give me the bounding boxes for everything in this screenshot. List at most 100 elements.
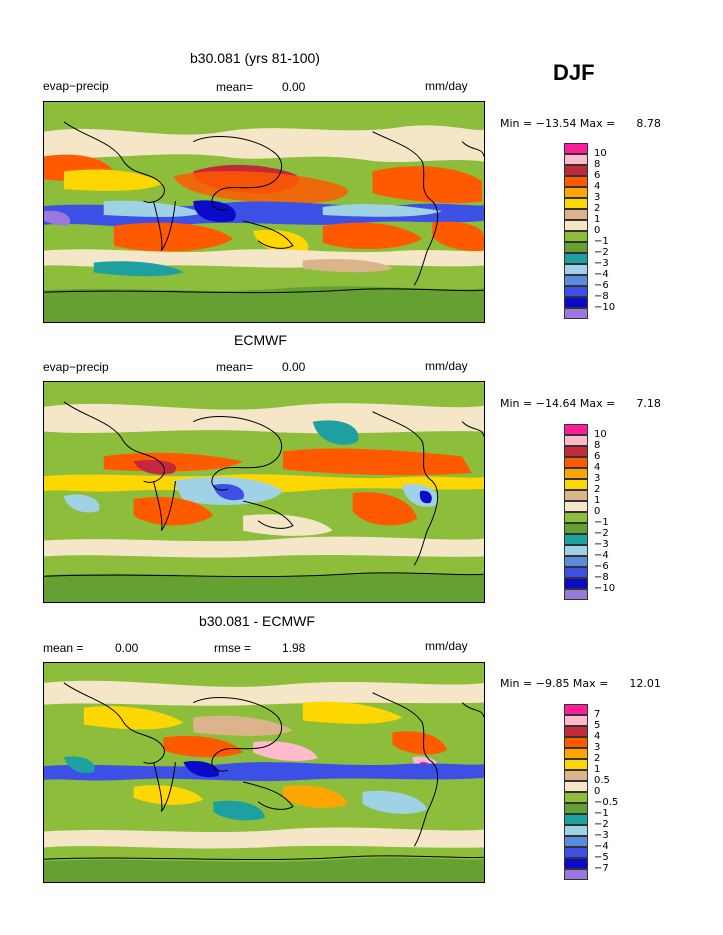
panel-2-max-value: 7.18 [636,397,661,410]
colorbar-tick-label: 5 [594,720,601,731]
colorbar-swatch [564,589,588,600]
colorbar-tick-label: 7 [594,709,601,720]
colorbar-swatch [564,726,588,737]
panel-2-units: mm/day [425,359,468,373]
panel-3-map-plot [44,663,484,882]
season-label: DJF [553,60,595,85]
colorbar-swatch [564,143,588,154]
colorbar-swatch [564,770,588,781]
panel-1-min-text: Min = −13.54 Max = [500,117,616,130]
colorbar-swatch [564,253,588,264]
colorbar-swatch [564,858,588,869]
colorbar-swatch [564,220,588,231]
colorbar-swatch [564,803,588,814]
colorbar-swatch [564,534,588,545]
colorbar-tick-label: 0 [594,506,601,517]
colorbar-tick-label: 8 [594,159,601,170]
panel-1-colorbar: 10 8 6 4 3 2 1 0 −1 −2 −3 −4 −6 −8 −10 [564,143,615,319]
colorbar-swatch [564,556,588,567]
colorbar-swatch [564,242,588,253]
colorbar-tick-label: 3 [594,742,601,753]
colorbar-swatch [564,545,588,556]
colorbar-tick-label: 3 [594,192,601,203]
colorbar-swatch [564,286,588,297]
colorbar-tick-label: 8 [594,440,601,451]
colorbar-swatch [564,187,588,198]
colorbar-tick-label: 0 [594,786,601,797]
colorbar-swatch [564,446,588,457]
panel-3-min-text: Min = −9.85 Max = [500,677,609,690]
colorbar-tick-label: −10 [594,302,616,313]
colorbar-tick-label: 2 [594,484,601,495]
colorbar-tick-label: −4 [594,841,609,852]
colorbar-tick-label: −1 [594,517,609,528]
panel-1-title: b30.081 (yrs 81-100) [190,50,320,66]
colorbar-swatch [564,435,588,446]
colorbar-tick-label: −2 [594,528,609,539]
panel-1-map [43,101,485,323]
colorbar-tick-label: −0.5 [594,797,619,808]
colorbar-swatch [564,308,588,319]
colorbar-swatch [564,264,588,275]
colorbar-swatch [564,297,588,308]
panel-3-units: mm/day [425,639,468,653]
colorbar-swatch [564,468,588,479]
colorbar-swatch [564,781,588,792]
panel-2-colorbar: 10 8 6 4 3 2 1 0 −1 −2 −3 −4 −6 −8 −10 [564,424,615,600]
colorbar-tick-label: 2 [594,753,601,764]
colorbar-swatch [564,165,588,176]
colorbar-tick-label: 6 [594,170,601,181]
colorbar-tick-label: 10 [594,429,607,440]
colorbar-tick-label: 6 [594,451,601,462]
colorbar-swatch [564,154,588,165]
panel-2-variable-label: evap−precip [43,360,109,374]
panel-3-mean-value: 0.00 [115,641,139,655]
colorbar-tick-label: 3 [594,473,601,484]
panel-2-title: ECMWF [234,332,287,348]
colorbar-swatch [564,836,588,847]
colorbar-tick-label: 4 [594,181,601,192]
panel-1-minmax: Min = −13.54 Max = 8.78 [500,117,661,130]
colorbar-swatch [564,578,588,589]
colorbar-swatch [564,704,588,715]
colorbar-swatch [564,275,588,286]
colorbar-tick-label: −4 [594,269,609,280]
colorbar-swatch [564,457,588,468]
panel-2-mean-label: mean= [216,360,254,374]
colorbar-tick-label: 4 [594,462,601,473]
panel-3-colorbar: 7 5 4 3 2 1 0.5 0 −0.5 −1 −2 −3 −4 −5 −7 [564,704,618,880]
colorbar-swatch [564,792,588,803]
colorbar-tick-label: 0 [594,225,601,236]
colorbar-tick-label: −5 [594,852,609,863]
panel-2-min-text: Min = −14.64 Max = [500,397,616,410]
panel-1-map-plot [44,102,484,322]
colorbar-tick-label: −6 [594,561,609,572]
colorbar-tick-label: −2 [594,247,609,258]
panel-3-mean-label: mean = [43,641,84,655]
panel-3-minmax: Min = −9.85 Max = 12.01 [500,677,661,690]
panel-3-rmse-value: 1.98 [282,641,306,655]
colorbar-swatch [564,869,588,880]
colorbar-tick-label: −3 [594,830,609,841]
colorbar-tick-label: 10 [594,148,607,159]
colorbar-swatch [564,490,588,501]
colorbar-swatch [564,523,588,534]
colorbar-tick-label: 1 [594,495,601,506]
panel-1-mean-value: 0.00 [282,80,306,94]
colorbar-tick-label: 4 [594,731,601,742]
panel-1-variable-label: evap−precip [43,79,109,93]
colorbar-swatch [564,231,588,242]
colorbar-swatch [564,512,588,523]
panel-3-max-value: 12.01 [629,677,661,690]
colorbar-swatch [564,715,588,726]
colorbar-tick-label: −10 [594,583,616,594]
colorbar-tick-label: 1 [594,214,601,225]
colorbar-swatch [564,479,588,490]
panel-1-mean-label: mean= [216,80,254,94]
panel-1-max-value: 8.78 [636,117,661,130]
panel-1-units: mm/day [425,79,468,93]
colorbar-tick-label: −2 [594,819,609,830]
colorbar-tick-label: −6 [594,280,609,291]
colorbar-swatch [564,847,588,858]
panel-3-title: b30.081 - ECMWF [199,613,315,629]
